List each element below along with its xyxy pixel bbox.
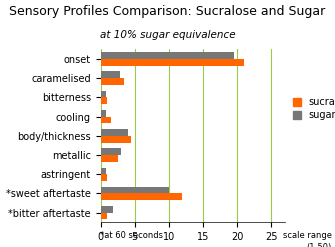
Text: scale range: scale range	[283, 231, 332, 240]
Bar	[100, 91, 106, 97]
Text: Sensory Profiles Comparison: Sucralose and Sugar: Sensory Profiles Comparison: Sucralose a…	[9, 5, 326, 18]
Bar	[100, 71, 120, 78]
Bar	[100, 59, 244, 66]
Text: *at 60 seconds: *at 60 seconds	[100, 231, 163, 240]
Bar	[100, 206, 113, 213]
Bar	[100, 52, 233, 59]
Bar	[100, 213, 107, 219]
Bar	[100, 148, 121, 155]
Bar	[100, 136, 131, 143]
Bar	[100, 129, 128, 136]
Bar	[100, 174, 107, 181]
Bar	[100, 110, 106, 117]
Bar	[100, 117, 111, 123]
Bar	[100, 97, 107, 104]
Bar	[100, 155, 118, 162]
Bar	[100, 187, 169, 193]
Bar	[100, 167, 106, 174]
Bar	[100, 78, 124, 85]
Text: at 10% sugar equivalence: at 10% sugar equivalence	[100, 30, 235, 40]
Bar	[100, 193, 182, 200]
Legend: sucralose, sugar: sucralose, sugar	[293, 98, 335, 120]
Text: (1-50): (1-50)	[307, 243, 332, 247]
